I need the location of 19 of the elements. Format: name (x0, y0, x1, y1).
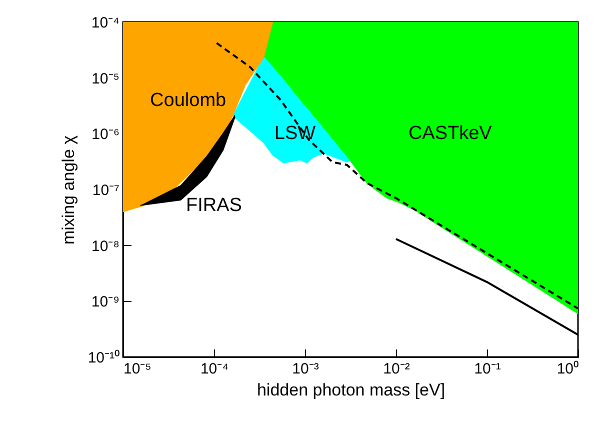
y-tick-label: 10⁻⁵ (92, 70, 120, 88)
annotation: CASTkeV (408, 122, 492, 144)
annotation: FIRAS (186, 194, 242, 216)
y-tick-label: 10⁻⁴ (91, 14, 120, 32)
x-tick-label: 10⁻¹ (474, 360, 501, 378)
x-tick-label: 10⁻⁵ (124, 360, 152, 378)
x-tick-label: 10⁰ (556, 360, 578, 378)
x-tick-label: 10⁻³ (292, 360, 319, 378)
y-axis-title: mixing angle χ (58, 135, 78, 245)
y-tick-label: 10⁻⁷ (92, 182, 120, 199)
y-tick-label: 10⁻⁹ (91, 294, 120, 311)
annotation: Coulomb (150, 90, 226, 112)
x-tick-label: 10⁻² (383, 360, 410, 378)
annotation: LSW (274, 122, 316, 144)
y-tick-label: 10⁻¹⁰ (88, 350, 120, 366)
x-tick-label: 10⁻⁴ (200, 360, 229, 378)
x-axis-title: hidden photon mass [eV] (256, 380, 446, 400)
y-tick-label: 10⁻⁸ (91, 238, 120, 255)
y-tick-label: 10⁻⁶ (92, 126, 120, 144)
